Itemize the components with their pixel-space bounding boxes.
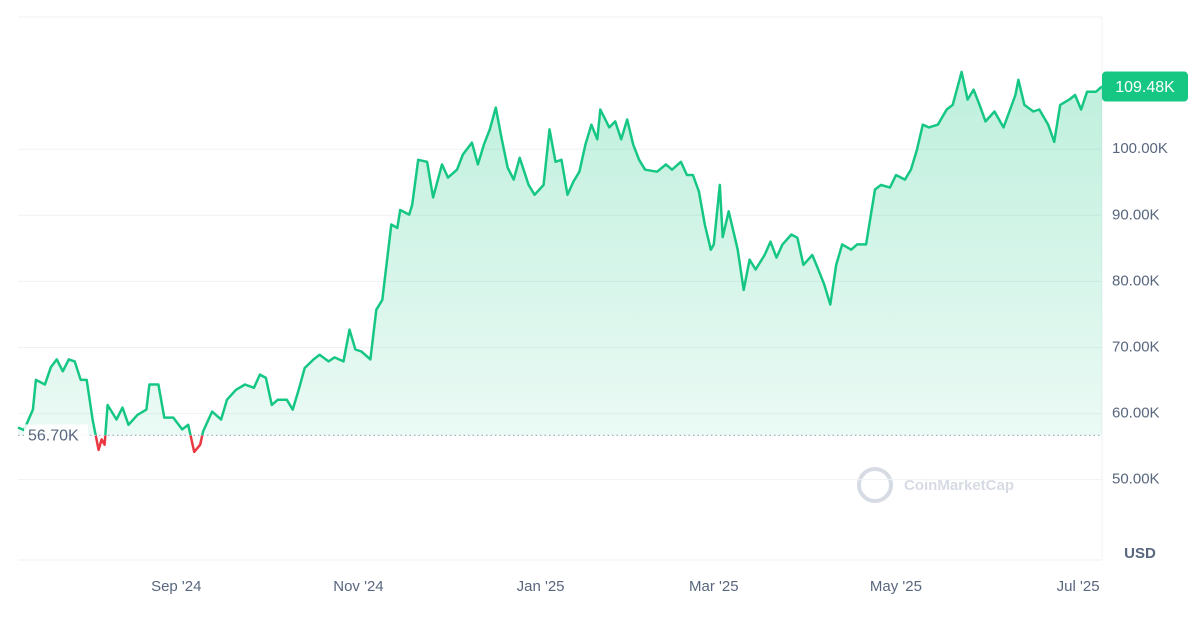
y-tick-label: 50.00K bbox=[1112, 471, 1160, 488]
baseline-label-bg bbox=[24, 424, 88, 447]
current-price-badge bbox=[1102, 71, 1188, 102]
watermark: CoinMarketCap bbox=[857, 467, 1014, 503]
current-price-label: 109.48K bbox=[1115, 79, 1175, 96]
watermark-logo bbox=[857, 467, 893, 503]
watermark-text: CoinMarketCap bbox=[904, 477, 1014, 494]
price-line bbox=[17, 70, 1103, 436]
y-tick-label: 90.00K bbox=[1112, 206, 1160, 223]
x-tick-label: May '25 bbox=[870, 578, 922, 595]
x-tick-label: Mar '25 bbox=[689, 578, 739, 595]
y-tick-label: 80.00K bbox=[1112, 272, 1160, 289]
price-area bbox=[18, 71, 1102, 436]
currency-label: USD bbox=[1124, 545, 1156, 562]
x-tick-label: Jul '25 bbox=[1057, 578, 1100, 595]
baseline-label: 56.70K bbox=[28, 428, 79, 445]
x-tick-label: Nov '24 bbox=[333, 578, 383, 595]
x-tick-label: Jan '25 bbox=[517, 578, 565, 595]
y-tick-label: 70.00K bbox=[1112, 338, 1160, 355]
y-tick-label: 100.00K bbox=[1112, 140, 1168, 157]
x-tick-label: Sep '24 bbox=[151, 578, 201, 595]
y-tick-label: 60.00K bbox=[1112, 405, 1160, 422]
